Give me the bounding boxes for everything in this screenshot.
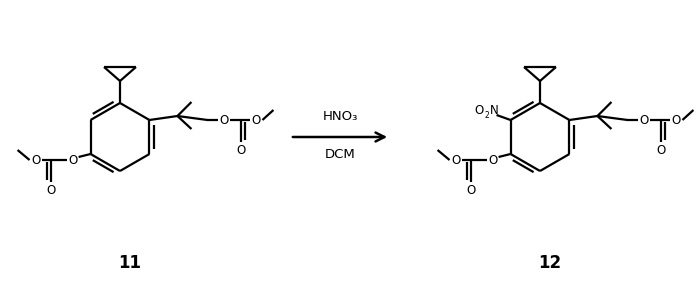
Text: O: O xyxy=(488,154,497,166)
Text: O: O xyxy=(31,154,40,166)
Text: 12: 12 xyxy=(538,254,561,272)
Text: N: N xyxy=(490,105,499,117)
Text: O: O xyxy=(68,154,77,166)
Text: O: O xyxy=(474,105,483,117)
Text: DCM: DCM xyxy=(324,148,355,162)
Text: 2: 2 xyxy=(484,111,489,119)
Text: O: O xyxy=(237,144,246,156)
Text: O: O xyxy=(466,184,475,196)
Text: O: O xyxy=(219,113,229,127)
Text: O: O xyxy=(672,113,681,127)
Text: HNO₃: HNO₃ xyxy=(322,111,358,123)
Text: O: O xyxy=(46,184,55,196)
Text: O: O xyxy=(640,113,649,127)
Text: 11: 11 xyxy=(119,254,141,272)
Text: O: O xyxy=(451,154,460,166)
Text: O: O xyxy=(657,144,666,156)
Text: O: O xyxy=(252,113,261,127)
